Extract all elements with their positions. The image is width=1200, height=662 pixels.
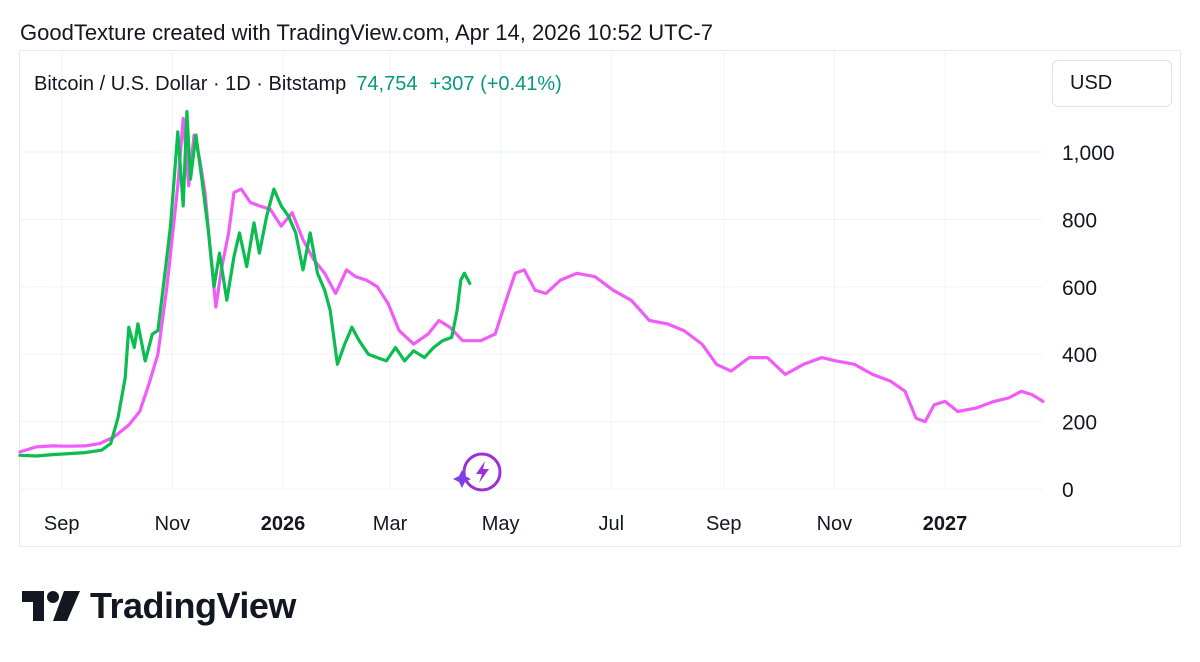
x-tick-label: Nov [155,513,191,535]
x-tick-label: Mar [373,513,408,535]
tradingview-logo-icon [22,590,80,621]
y-tick-label: 200 [1062,412,1097,435]
series-line [18,110,472,458]
x-tick-label: Nov [817,513,853,535]
x-tick-label: Sep [706,513,742,535]
series-line [18,116,1045,454]
x-tick-label: Sep [44,513,80,535]
chart-grid [20,52,1043,490]
symbol-info: Bitcoin / U.S. Dollar · 1D · Bitstamp 74,… [34,73,562,96]
last-price: 74,754 [356,73,418,95]
lightning-sparkle-icon[interactable] [453,452,502,492]
y-tick-label: 1,000 [1062,142,1115,165]
y-tick-label: 0 [1062,479,1074,502]
y-axis: 0 200 400 600 800 1,000 [1062,142,1115,502]
x-tick-label: 2027 [923,513,968,535]
symbol-name: Bitcoin / U.S. Dollar · 1D · Bitstamp [34,73,347,95]
chart-header: GoodTexture created with TradingView.com… [20,20,713,45]
tradingview-logo[interactable]: TradingView [22,583,296,628]
logo-text: TradingView [90,584,296,626]
y-tick-label: 800 [1062,209,1097,232]
chart-card [19,50,1181,547]
y-tick-label: 400 [1062,344,1097,367]
series-lines [18,110,1045,458]
x-axis: Sep Nov 2026 Mar May Jul Sep Nov 2027 [44,513,967,535]
x-tick-label: 2026 [261,513,306,535]
x-tick-label: Jul [599,513,625,535]
currency-button[interactable]: USD [1052,60,1172,107]
currency-label: USD [1070,72,1113,94]
y-tick-label: 600 [1062,277,1097,300]
x-tick-label: May [482,513,520,535]
price-change: +307 (+0.41%) [429,73,562,95]
